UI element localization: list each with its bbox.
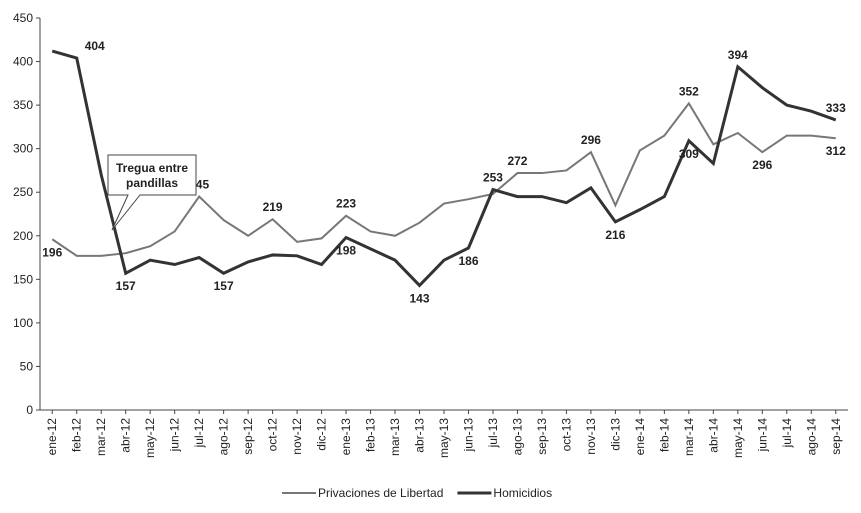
x-tick-label: feb-14 bbox=[657, 418, 671, 452]
x-tick-label: jul-13 bbox=[486, 418, 500, 449]
x-tick-label: sep-13 bbox=[535, 418, 549, 455]
data-label: 157 bbox=[214, 279, 234, 293]
x-tick-label: dic-13 bbox=[608, 418, 622, 451]
x-tick-label: abr-14 bbox=[706, 418, 720, 453]
data-label: 253 bbox=[483, 171, 503, 185]
x-tick-label: ago-13 bbox=[510, 418, 524, 456]
series-line bbox=[51, 101, 836, 257]
x-tick-label: may-13 bbox=[437, 418, 451, 458]
y-tick-label: 400 bbox=[13, 55, 33, 69]
x-tick-label: feb-12 bbox=[70, 418, 84, 452]
series-line bbox=[51, 49, 837, 288]
data-label: 198 bbox=[336, 244, 356, 258]
y-tick-label: 300 bbox=[13, 142, 33, 156]
data-label: 219 bbox=[263, 200, 283, 214]
data-label: 157 bbox=[116, 279, 136, 293]
x-tick-label: mar-14 bbox=[682, 418, 696, 456]
data-label: 312 bbox=[826, 144, 846, 158]
data-label: 333 bbox=[826, 101, 846, 115]
x-tick-label: may-12 bbox=[143, 418, 157, 458]
data-label: 223 bbox=[336, 197, 356, 211]
x-tick-label: may-14 bbox=[731, 418, 745, 458]
x-tick-label: mar-12 bbox=[94, 418, 108, 456]
x-tick-label: ene-13 bbox=[339, 418, 353, 456]
x-tick-label: abr-12 bbox=[119, 418, 133, 453]
x-tick-label: ene-14 bbox=[633, 418, 647, 456]
data-label: 272 bbox=[507, 154, 527, 168]
x-tick-label: mar-13 bbox=[388, 418, 402, 456]
y-tick-label: 450 bbox=[13, 11, 33, 25]
data-label: 404 bbox=[85, 39, 105, 53]
x-tick-label: nov-12 bbox=[290, 418, 304, 455]
x-tick-label: ago-12 bbox=[217, 418, 231, 456]
x-tick-label: jul-12 bbox=[192, 418, 206, 449]
x-tick-label: nov-13 bbox=[584, 418, 598, 455]
x-tick-label: jun-12 bbox=[168, 418, 182, 453]
data-label: 186 bbox=[458, 254, 478, 268]
x-tick-label: jun-14 bbox=[755, 418, 769, 453]
x-tick-label: dic-12 bbox=[315, 418, 329, 451]
y-tick-label: 250 bbox=[13, 185, 33, 199]
y-tick-label: 0 bbox=[26, 403, 33, 417]
x-tick-label: jul-14 bbox=[780, 418, 794, 449]
y-tick-label: 100 bbox=[13, 316, 33, 330]
y-tick-label: 200 bbox=[13, 229, 33, 243]
data-label: 394 bbox=[728, 48, 748, 62]
x-tick-label: sep-12 bbox=[241, 418, 255, 455]
x-tick-label: feb-13 bbox=[364, 418, 378, 452]
data-label: 296 bbox=[752, 158, 772, 172]
legend-label: Privaciones de Libertad bbox=[318, 486, 443, 500]
annotation: Tregua entre pandillas bbox=[116, 161, 188, 190]
data-label: 309 bbox=[679, 147, 699, 161]
callout-box bbox=[107, 154, 197, 231]
x-tick-label: oct-12 bbox=[266, 418, 280, 452]
legend-label: Homicidios bbox=[493, 486, 552, 500]
x-tick-label: jun-13 bbox=[461, 418, 475, 453]
data-label: 143 bbox=[409, 291, 429, 305]
x-tick-label: ene-12 bbox=[45, 418, 59, 456]
x-tick-label: sep-14 bbox=[829, 418, 843, 455]
x-tick-label: ago-14 bbox=[804, 418, 818, 456]
x-tick-label: oct-13 bbox=[559, 418, 573, 452]
y-tick-label: 150 bbox=[13, 272, 33, 286]
x-tick-label: abr-13 bbox=[413, 418, 427, 453]
y-tick-label: 50 bbox=[20, 359, 34, 373]
data-label: 352 bbox=[679, 84, 699, 98]
data-label: 216 bbox=[605, 228, 625, 242]
y-tick-label: 350 bbox=[13, 98, 33, 112]
data-label: 196 bbox=[42, 245, 62, 259]
data-label: 296 bbox=[581, 133, 601, 147]
